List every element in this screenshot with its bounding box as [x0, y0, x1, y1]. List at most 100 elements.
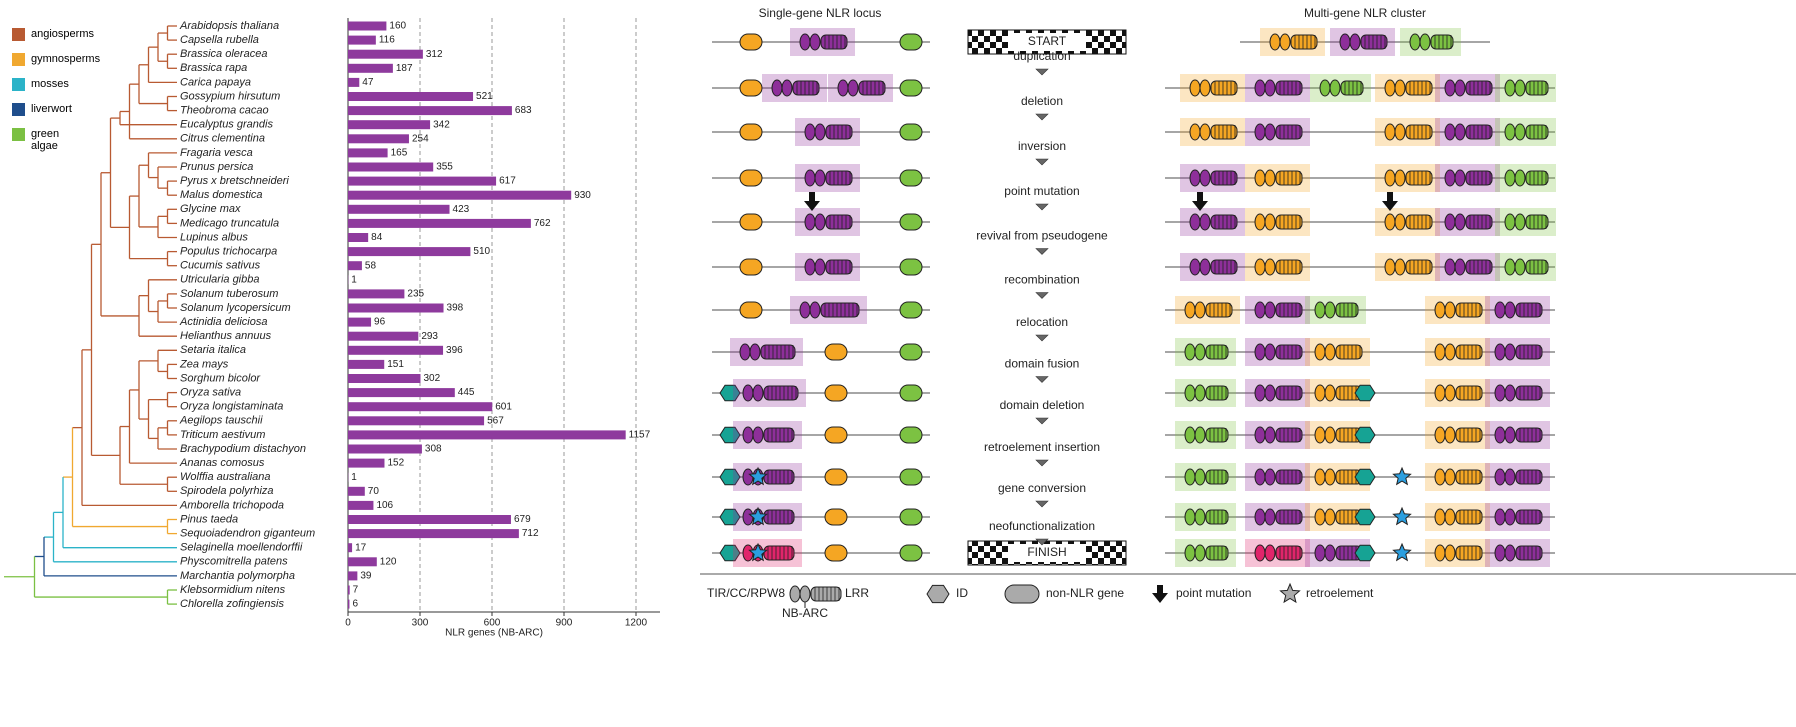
bar: [348, 162, 434, 172]
bar: [348, 571, 358, 581]
tir-domain: [1434, 384, 1446, 402]
value-label: 151: [387, 359, 404, 370]
species-label: Malus domestica: [180, 189, 263, 201]
bar: [348, 331, 419, 341]
nbarc-domain: [781, 79, 793, 97]
legend-label: retroelement: [1306, 586, 1374, 600]
bar: [348, 247, 471, 257]
step-arrow: [1035, 538, 1049, 546]
non-nlr-gene: [899, 79, 923, 97]
tir-domain: [1254, 213, 1266, 231]
bar: [348, 21, 387, 31]
lrr-domain: [1455, 545, 1483, 561]
lrr-domain: [1515, 469, 1543, 485]
nbarc-domain: [1324, 301, 1336, 319]
tir-domain: [1504, 123, 1516, 141]
nbarc-domain: [1514, 258, 1526, 276]
nbarc-domain: [1264, 123, 1276, 141]
tir-domain: [799, 301, 811, 319]
non-nlr-gene: [739, 213, 763, 231]
lrr-domain: [1275, 124, 1303, 140]
lrr-domain: [1210, 80, 1238, 96]
nbarc-domain: [1444, 301, 1456, 319]
species-label: Theobroma cacao: [180, 105, 269, 117]
value-label: 445: [458, 387, 475, 398]
lrr-domain: [763, 385, 799, 401]
tir-domain: [1189, 79, 1201, 97]
nbarc-domain: [1444, 468, 1456, 486]
lrr-domain: [825, 259, 853, 275]
species-label: Physcomitrella patens: [180, 556, 288, 568]
label-box: [1008, 544, 1086, 562]
tir-domain: [1254, 426, 1266, 444]
value-label: 17: [355, 542, 367, 553]
step-label: duplication: [1013, 49, 1070, 63]
id-domain: [1354, 544, 1376, 562]
species-label: Eucalyptus grandis: [180, 119, 273, 131]
lrr-domain: [763, 469, 795, 485]
tir-domain: [1339, 33, 1351, 51]
lrr-domain: [1515, 302, 1543, 318]
value-label: 106: [376, 500, 393, 511]
lrr-domain: [1205, 545, 1229, 561]
species-label: Chlorella zofingiensis: [180, 598, 284, 610]
non-nlr-gene: [899, 213, 923, 231]
species-label: Sorghum bicolor: [180, 372, 261, 384]
value-label: 617: [499, 176, 516, 187]
lrr-domain: [1205, 427, 1229, 443]
lrr-domain: [1275, 344, 1303, 360]
value-label: 1: [351, 472, 357, 483]
nbarc-domain: [1394, 123, 1406, 141]
non-nlr-gene: [824, 468, 848, 486]
nbarc-domain: [1194, 301, 1206, 319]
lrr-domain: [1465, 259, 1493, 275]
bar: [348, 204, 450, 214]
legend-item: liverwort: [12, 103, 102, 116]
id-domain: [1354, 426, 1376, 444]
nbarc-domain: [814, 169, 826, 187]
value-label: 70: [368, 486, 380, 497]
nbarc-domain: [1514, 123, 1526, 141]
species-label: Fragaria vesca: [180, 147, 253, 159]
step-arrow: [1035, 417, 1049, 425]
legend-swatch: [12, 53, 25, 66]
lrr-domain: [1405, 124, 1433, 140]
lrr-domain: [1525, 80, 1549, 96]
id-domain: [1354, 508, 1376, 526]
value-label: 762: [534, 218, 551, 229]
legend-label: liverwort: [31, 103, 72, 115]
tir-domain: [1434, 426, 1446, 444]
non-nlr-gene: [824, 544, 848, 562]
legend-label: mosses: [31, 78, 69, 90]
species-label: Capsella rubella: [180, 34, 259, 46]
species-label: Wolffia australiana: [180, 471, 271, 483]
nbarc-domain: [1514, 79, 1526, 97]
legend-label: point mutation: [1176, 586, 1251, 600]
tir-domain: [1434, 301, 1446, 319]
lrr-domain: [858, 80, 886, 96]
tir-domain: [1434, 508, 1446, 526]
step-label: recombination: [1004, 273, 1079, 287]
label-box: [1008, 33, 1086, 51]
tir-domain: [1494, 508, 1506, 526]
value-label: 712: [522, 528, 539, 539]
tir-domain: [1254, 79, 1266, 97]
tir-domain: [1184, 544, 1196, 562]
species-label: Populus trichocarpa: [180, 246, 277, 258]
lrr-domain: [1525, 214, 1549, 230]
tir-domain: [1314, 301, 1326, 319]
bar: [348, 486, 365, 496]
tir-domain: [742, 384, 754, 402]
id-domain: [719, 426, 741, 444]
value-label: 930: [574, 190, 591, 201]
tir-domain: [1494, 544, 1506, 562]
non-nlr-gene: [824, 343, 848, 361]
bar: [348, 77, 360, 87]
panel-title: Multi-gene NLR cluster: [1304, 6, 1426, 20]
lrr-domain: [1205, 469, 1229, 485]
legend-item: angiosperms: [12, 28, 102, 41]
tir-domain: [804, 258, 816, 276]
nbarc-domain: [809, 301, 821, 319]
lrr-domain: [1205, 385, 1229, 401]
nbarc-domain: [1504, 468, 1516, 486]
